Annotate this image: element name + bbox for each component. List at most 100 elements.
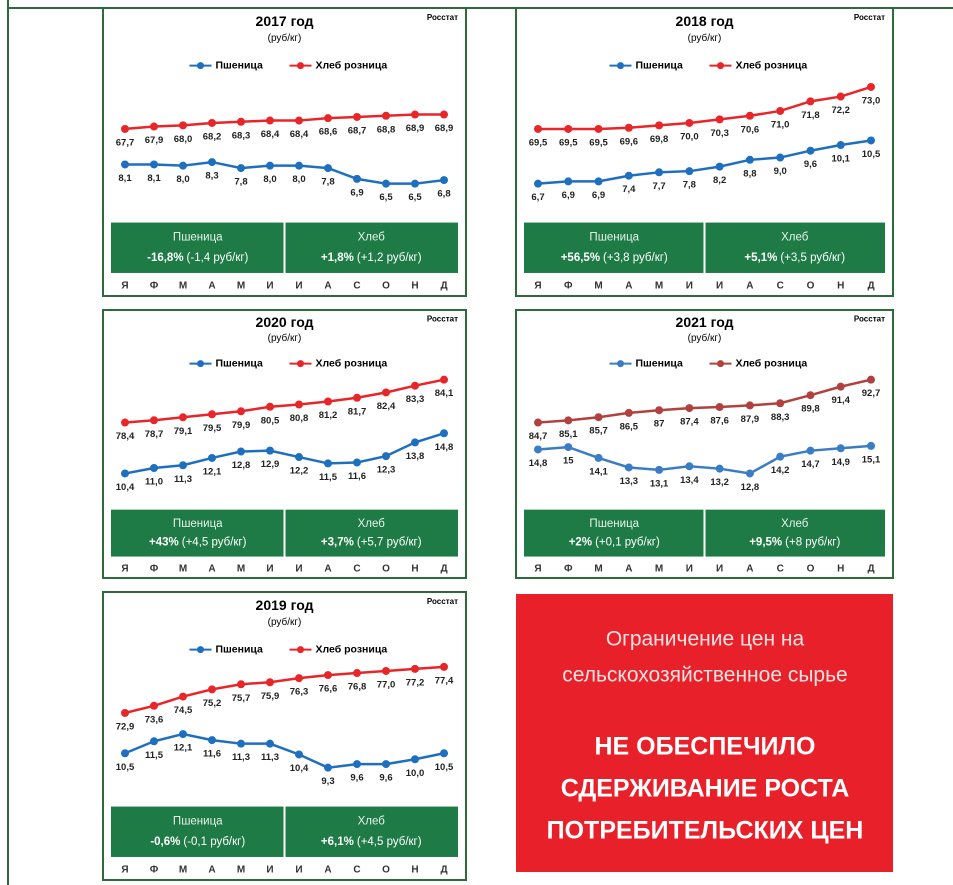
value-label: 88,3 (771, 412, 790, 423)
point (237, 117, 245, 126)
point (534, 124, 542, 133)
series-line (125, 160, 445, 185)
point (208, 453, 216, 462)
point (179, 161, 187, 170)
value-label: 15 (563, 456, 574, 467)
summary-percent: -16,8% (147, 252, 183, 264)
value-label: 7,7 (652, 181, 665, 192)
value-label: 10,0 (406, 768, 425, 779)
value-label: 8,0 (292, 174, 305, 185)
value-label: 7,4 (622, 184, 636, 195)
point (150, 122, 158, 131)
value-label: 69,5 (529, 137, 548, 148)
legend-label: Хлеб розница (316, 59, 388, 71)
point (594, 124, 603, 133)
value-label: 73,0 (862, 95, 881, 106)
x-tick-label: А (625, 563, 632, 574)
point (295, 453, 303, 462)
x-tick-label: М (237, 563, 245, 574)
banner-line: сельскохозяйственное сырье (562, 664, 847, 687)
point (440, 429, 448, 438)
summary-name: Хлеб (358, 232, 386, 244)
summary-detail: (-1,4 руб/кг) (187, 252, 249, 264)
point (121, 469, 129, 478)
point (179, 413, 187, 422)
value-label: 68,3 (232, 130, 251, 141)
point (353, 760, 361, 769)
point (150, 416, 158, 425)
value-label: 68,7 (348, 125, 367, 136)
value-label: 74,5 (174, 705, 193, 716)
value-label: 13,2 (710, 477, 729, 488)
chart-title: 2020 год (256, 314, 314, 330)
x-tick-label: О (807, 281, 815, 292)
x-tick-label: С (353, 281, 360, 292)
value-label: 13,1 (650, 478, 669, 489)
value-label: 67,9 (145, 135, 164, 146)
value-label: 14,9 (831, 457, 850, 468)
point (440, 375, 448, 384)
value-label: 68,4 (290, 129, 309, 140)
x-tick-label: Ф (150, 281, 159, 292)
point (121, 124, 129, 133)
value-label: 68,9 (435, 123, 454, 134)
point (237, 407, 245, 416)
summary-change: +2% (+0,1 руб/кг) (569, 537, 660, 549)
value-label: 12,8 (232, 460, 251, 471)
value-label: 12,3 (377, 465, 396, 476)
point (266, 116, 274, 125)
summary-change: +3,7% (+5,7 руб/кг) (321, 537, 422, 549)
x-tick-label: С (353, 865, 360, 876)
point (208, 410, 216, 419)
legend-label: Пшеница (636, 357, 684, 369)
value-label: 73,6 (145, 714, 164, 725)
x-tick-label: М (594, 281, 602, 292)
x-tick-label: Н (411, 281, 418, 292)
summary-name: Пшеница (173, 232, 223, 244)
x-tick-label: И (686, 563, 693, 574)
point (382, 452, 390, 461)
value-label: 12,1 (174, 743, 193, 754)
chart-title: 2019 год (256, 597, 314, 613)
point (353, 669, 361, 678)
point (295, 161, 303, 170)
point (745, 401, 754, 410)
value-label: 87,9 (741, 414, 760, 425)
series-line (538, 85, 872, 131)
summary-cell (111, 806, 284, 857)
legend-marker (717, 62, 724, 70)
point (208, 158, 216, 167)
series-line (124, 378, 445, 424)
point (382, 666, 390, 675)
point (324, 114, 332, 123)
point (353, 393, 361, 402)
x-tick-label: О (382, 563, 390, 574)
value-label: 92,7 (862, 388, 881, 399)
point (179, 121, 187, 130)
point (776, 399, 785, 408)
x-tick-label: М (594, 563, 602, 574)
summary-name: Пшеница (589, 518, 639, 530)
value-label: 8,8 (743, 168, 756, 179)
point (715, 403, 724, 412)
summary-cell (111, 222, 284, 273)
x-tick-label: И (295, 865, 302, 876)
point (715, 162, 724, 171)
point (745, 469, 754, 478)
point (237, 680, 245, 689)
legend-marker (197, 62, 204, 70)
summary-percent: +2% (569, 537, 592, 549)
point (655, 121, 664, 130)
value-label: 80,8 (290, 413, 309, 424)
x-tick-label: Я (121, 281, 128, 292)
point (806, 391, 815, 400)
x-tick-label: Ф (150, 563, 159, 574)
value-label: 11,0 (145, 477, 163, 488)
point (836, 444, 845, 453)
series-line (537, 444, 872, 475)
source: Росстат (854, 314, 885, 323)
value-label: 7,8 (321, 177, 334, 188)
summary-change: -16,8% (-1,4 руб/кг) (147, 252, 248, 264)
value-label: 6,9 (562, 190, 575, 201)
